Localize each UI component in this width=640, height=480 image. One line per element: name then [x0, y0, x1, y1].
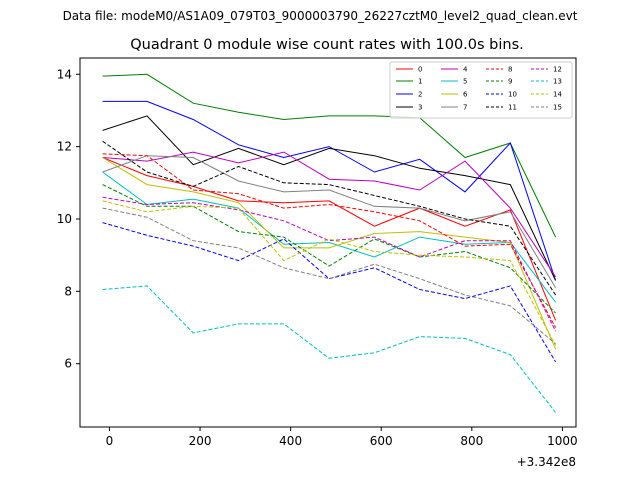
legend-label-9: 9: [508, 78, 512, 86]
series-14-line: [102, 200, 557, 346]
x-tick-label: 1000: [547, 434, 578, 448]
x-offset-label: +3.342e8: [517, 455, 576, 469]
chart-title: Quadrant 0 module wise count rates with …: [130, 37, 524, 53]
x-tick-label: 800: [460, 434, 483, 448]
legend-label-15: 15: [553, 104, 562, 112]
series-5-line: [102, 171, 556, 303]
legend-label-12: 12: [553, 66, 562, 74]
legend-label-10: 10: [508, 91, 517, 99]
series-2-line: [102, 100, 557, 281]
series-4-line: [102, 151, 557, 278]
series-8-line: [102, 153, 557, 328]
series-3-line: [102, 115, 557, 281]
series-13-line: [102, 285, 556, 413]
legend-label-8: 8: [508, 66, 512, 74]
legend-frame: [389, 61, 573, 119]
y-tick-label: 8: [64, 284, 72, 298]
x-tick-label: 0: [106, 434, 114, 448]
x-tick-label: 600: [370, 434, 393, 448]
legend-label-6: 6: [463, 91, 468, 99]
legend-label-5: 5: [463, 78, 467, 86]
y-tick-label: 14: [57, 67, 72, 81]
legend-label-3: 3: [418, 104, 422, 112]
y-tick-label: 12: [57, 140, 72, 154]
legend-label-14: 14: [553, 91, 562, 99]
series-15-line: [102, 207, 556, 345]
axes-frame: [79, 57, 577, 428]
legend-label-11: 11: [508, 104, 517, 112]
series-10-line: [102, 222, 557, 363]
x-tick-label: 400: [279, 434, 302, 448]
series-9-line: [102, 184, 556, 314]
series-12-line: [102, 196, 557, 332]
legend-label-7: 7: [463, 104, 467, 112]
series-7-line: [102, 155, 557, 288]
legend-label-2: 2: [418, 91, 422, 99]
y-tick-label: 6: [64, 357, 72, 371]
legend-label-1: 1: [418, 78, 422, 86]
series-1-line: [102, 73, 557, 238]
suptitle: Data file: modeM0/AS1A09_079T03_90000037…: [63, 9, 578, 23]
x-tick-label: 200: [189, 434, 212, 448]
y-tick-label: 10: [57, 212, 72, 226]
series-layer: [102, 73, 557, 413]
legend-label-13: 13: [553, 78, 562, 86]
series-11-line: [102, 140, 557, 296]
series-6-line: [102, 157, 557, 350]
legend-label-0: 0: [418, 66, 422, 74]
legend-label-4: 4: [463, 66, 468, 74]
series-0-line: [102, 157, 557, 321]
